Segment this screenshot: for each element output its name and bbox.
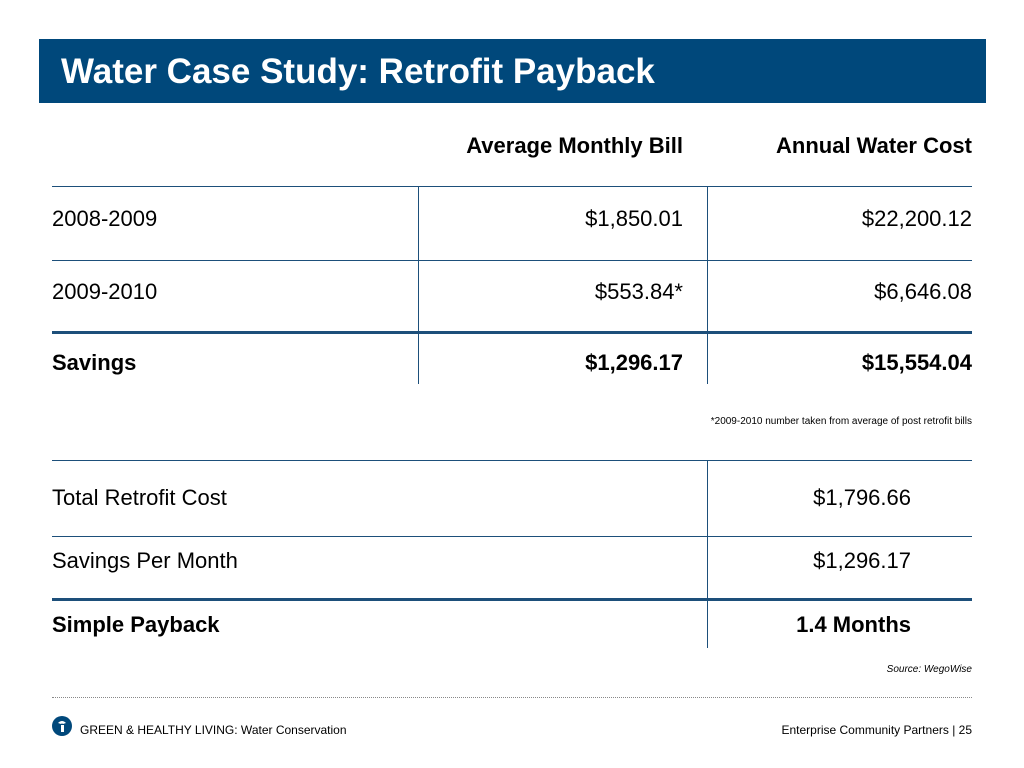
footer-org-page: Enterprise Community Partners | 25	[781, 723, 972, 737]
table1-total-rule	[52, 331, 972, 334]
page-title: Water Case Study: Retrofit Payback	[61, 52, 655, 91]
header-average-monthly-bill: Average Monthly Bill	[466, 133, 683, 158]
table1-top-rule	[52, 186, 972, 187]
table1-footnote: *2009-2010 number taken from average of …	[710, 416, 972, 427]
title-bar: Water Case Study: Retrofit Payback	[39, 39, 986, 103]
row-label-savings: Savings	[52, 350, 137, 375]
row-monthly-savings: $1,296.17	[585, 350, 683, 375]
table2-col-divider	[707, 460, 708, 648]
row-label-simple-payback: Simple Payback	[52, 612, 220, 637]
row-annual-2009-2010: $6,646.08	[874, 279, 972, 304]
row-label-savings-per-month: Savings Per Month	[52, 548, 238, 573]
row-value-savings-per-month: $1,296.17	[813, 548, 911, 573]
enterprise-logo-icon	[52, 716, 72, 736]
table2-row-rule	[52, 536, 972, 537]
table2-top-rule	[52, 460, 972, 461]
row-monthly-2009-2010: $553.84*	[594, 279, 683, 304]
footer-rule	[52, 697, 972, 698]
row-label-total-retrofit-cost: Total Retrofit Cost	[52, 485, 227, 510]
row-monthly-2008-2009: $1,850.01	[585, 206, 683, 231]
source-note: Source: WegoWise	[886, 664, 972, 675]
table1-col-divider-1	[418, 186, 419, 384]
row-label-2008-2009: 2008-2009	[52, 206, 158, 231]
row-annual-2008-2009: $22,200.12	[861, 206, 972, 231]
row-annual-savings: $15,554.04	[861, 350, 972, 375]
row-value-simple-payback: 1.4 Months	[796, 612, 911, 637]
row-value-total-retrofit-cost: $1,796.66	[813, 485, 911, 510]
row-label-2009-2010: 2009-2010	[52, 279, 158, 304]
footer-section-label: GREEN & HEALTHY LIVING: Water Conservati…	[80, 723, 347, 737]
table1-col-divider-2	[707, 186, 708, 384]
header-annual-water-cost: Annual Water Cost	[776, 133, 972, 158]
table2-total-rule	[52, 598, 972, 601]
table1-row-rule	[52, 260, 972, 261]
